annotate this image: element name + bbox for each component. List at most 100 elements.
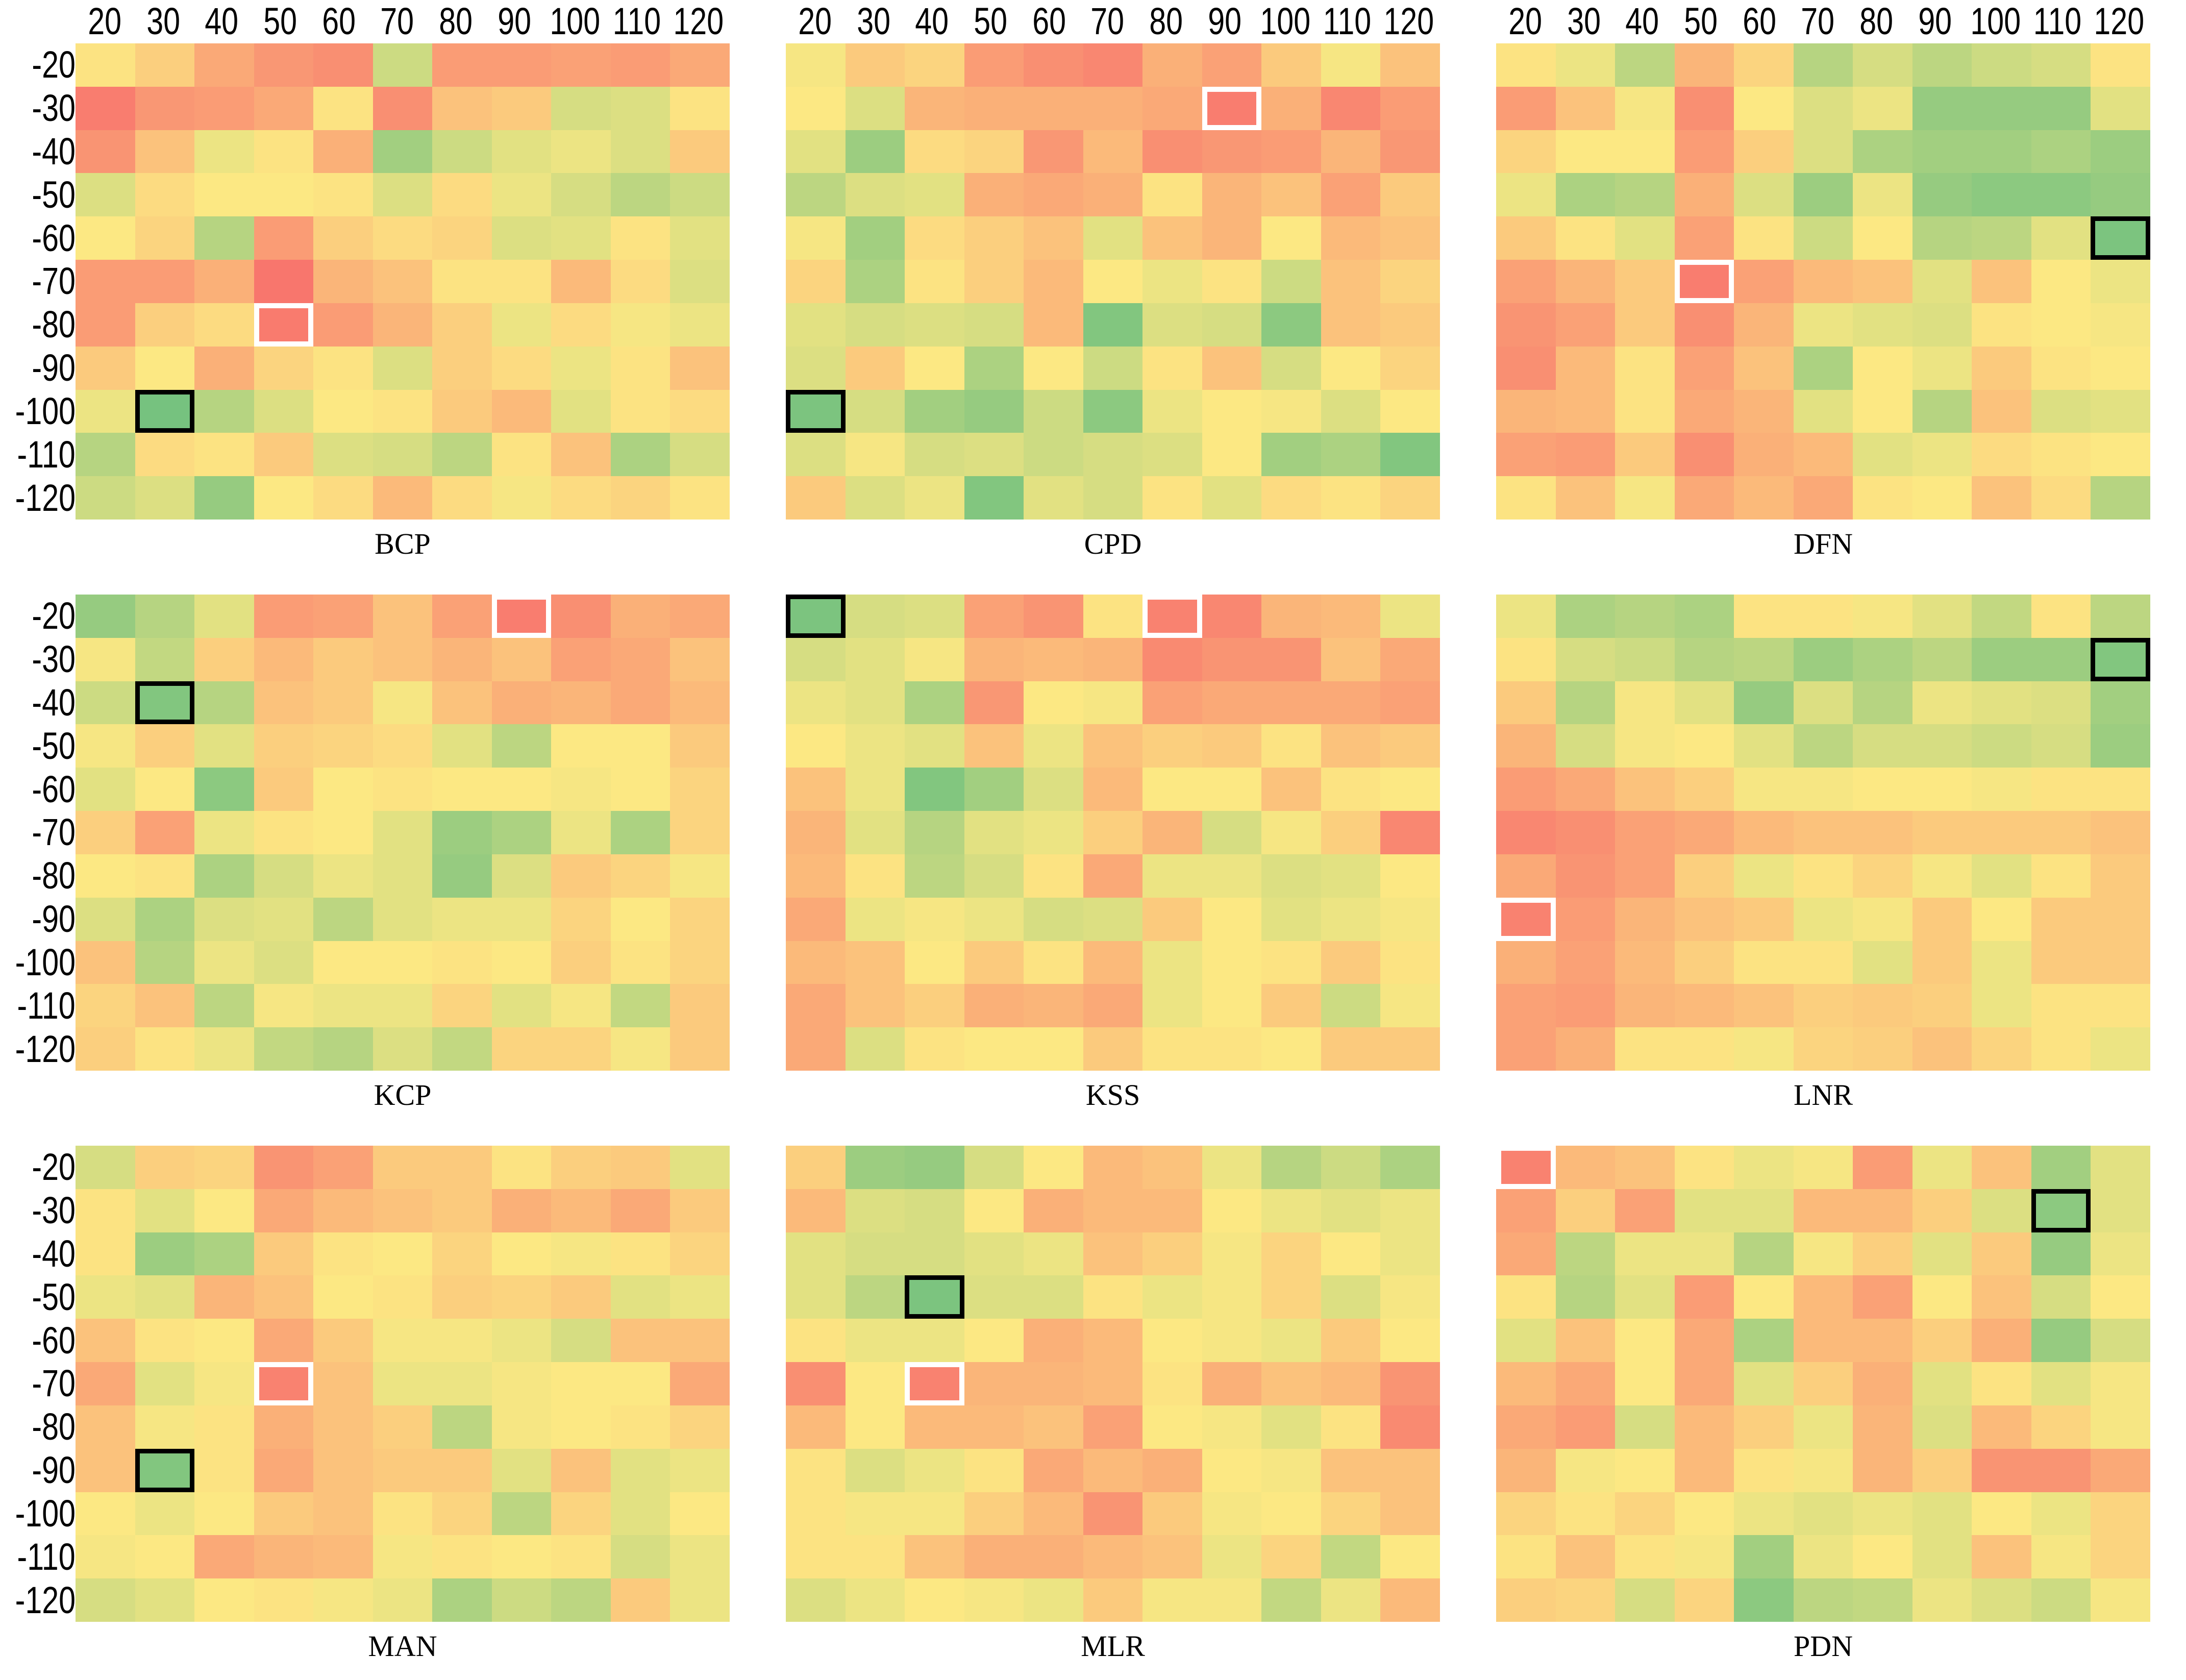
heatmap-cell [1555, 897, 1616, 941]
heatmap-cell [610, 984, 670, 1028]
heatmap-cell [1674, 1492, 1734, 1536]
heatmap-cell [964, 433, 1024, 477]
heatmap-cell [76, 1319, 135, 1363]
heatmap-cell [1853, 941, 1912, 984]
heatmap-cell [964, 1448, 1024, 1492]
heatmap-cell [313, 1578, 373, 1622]
heatmap-cell [432, 476, 492, 520]
heatmap-cell [1615, 389, 1675, 433]
x-tick-label: 50 [1672, 1, 1730, 40]
heatmap-cell [1142, 1492, 1202, 1536]
x-tick-label: 30 [844, 1, 903, 40]
heatmap-cell [1261, 1578, 1321, 1622]
heatmap-cell [491, 476, 552, 520]
heatmap-cell [372, 724, 433, 768]
heatmap-cell [905, 216, 964, 260]
heatmap-cell [670, 984, 730, 1028]
heatmap-cell [491, 1146, 552, 1189]
heatmap-cell [1674, 637, 1734, 681]
heatmap-cell [1912, 1362, 1972, 1405]
heatmap-cell [1321, 43, 1381, 87]
heatmap-cell [1793, 854, 1853, 898]
heatmap-cell [194, 1578, 254, 1622]
heatmap-cell [905, 637, 964, 681]
y-tick-label: -50 [0, 724, 81, 768]
heatmap-cell [1024, 389, 1083, 433]
heatmap-cell [1321, 130, 1381, 174]
y-tick-text: -40 [32, 681, 76, 724]
heatmap-cell [1853, 1492, 1912, 1536]
heatmap-cell [194, 768, 254, 811]
heatmap-cell [372, 1232, 433, 1276]
heatmap-cell [194, 984, 254, 1028]
heatmap-cell [1912, 1405, 1972, 1449]
heatmap-cell [2031, 1535, 2091, 1579]
y-tick-label: -110 [0, 433, 81, 476]
x-tick-text: 120 [673, 0, 724, 42]
heatmap-cell [551, 1492, 611, 1536]
heatmap-cell [76, 854, 135, 898]
heatmap-cell [786, 1027, 846, 1071]
x-tick-text: 50 [263, 0, 297, 42]
heatmap-cell [1261, 724, 1321, 768]
heatmap-cell [372, 86, 433, 130]
heatmap-cell [964, 984, 1024, 1028]
heatmap-cell [1024, 811, 1083, 854]
heatmap-cell [1674, 1362, 1734, 1405]
y-tick-label: -50 [0, 1275, 81, 1319]
heatmap-cell [491, 811, 552, 854]
y-tick-label: -70 [0, 811, 81, 854]
heatmap-cell [1024, 941, 1083, 984]
heatmap-cell [313, 941, 373, 984]
heatmap-cell [1615, 1275, 1675, 1319]
heatmap-cell [1555, 389, 1616, 433]
heatmap-cell [432, 43, 492, 87]
heatmap-cell [194, 130, 254, 174]
heatmap-cell [551, 1319, 611, 1363]
heatmap-cell [1142, 1535, 1202, 1579]
heatmap-cell-highlight-black [2091, 216, 2150, 260]
heatmap-cell [1674, 86, 1734, 130]
heatmap-cell [1083, 1578, 1143, 1622]
heatmap-cell [1261, 1232, 1321, 1276]
heatmap-cell [76, 681, 135, 725]
heatmap-cell [1321, 1319, 1381, 1363]
heatmap-cell [1674, 595, 1734, 638]
heatmap-cell [1024, 681, 1083, 725]
heatmap-cell [551, 346, 611, 390]
heatmap-cell [432, 1189, 492, 1232]
heatmap-cell [194, 681, 254, 725]
heatmap-cell [1380, 1027, 1440, 1071]
heatmap-dfn [1496, 43, 2150, 520]
heatmap-cell [905, 1492, 964, 1536]
heatmap-cell [1853, 811, 1912, 854]
heatmap-cell [1083, 1189, 1143, 1232]
heatmap-cell [1615, 476, 1675, 520]
heatmap-cell [964, 897, 1024, 941]
y-tick-text: -100 [15, 389, 76, 432]
x-tick-label: 60 [1020, 1, 1079, 40]
heatmap-cell [76, 346, 135, 390]
heatmap-cell [1912, 768, 1972, 811]
heatmap-cell [491, 1405, 552, 1449]
heatmap-cell [610, 86, 670, 130]
heatmap-cell [432, 303, 492, 347]
y-tick-label: -70 [0, 260, 81, 303]
heatmap-cell [254, 260, 314, 303]
heatmap-cell [135, 1232, 195, 1276]
y-axis-ticks: -20 -30 -40 -50 -60 -70 -80 -90 -100 -110 -120 [0, 595, 76, 1071]
heatmap-cell [670, 389, 730, 433]
heatmap-cell [1555, 1448, 1616, 1492]
y-tick-text: -80 [32, 1405, 76, 1448]
heatmap-cell [1853, 260, 1912, 303]
heatmap-cell [491, 389, 552, 433]
heatmap-cell [1321, 984, 1381, 1028]
heatmap-cell [254, 86, 314, 130]
heatmap-cell [1912, 811, 1972, 854]
heatmap-cell [1912, 1189, 1972, 1232]
heatmap-cell [905, 1535, 964, 1579]
heatmap-cell [1496, 681, 1556, 725]
heatmap-cell [254, 1319, 314, 1363]
heatmap-cell [1615, 1362, 1675, 1405]
heatmap-cell [1972, 897, 2031, 941]
